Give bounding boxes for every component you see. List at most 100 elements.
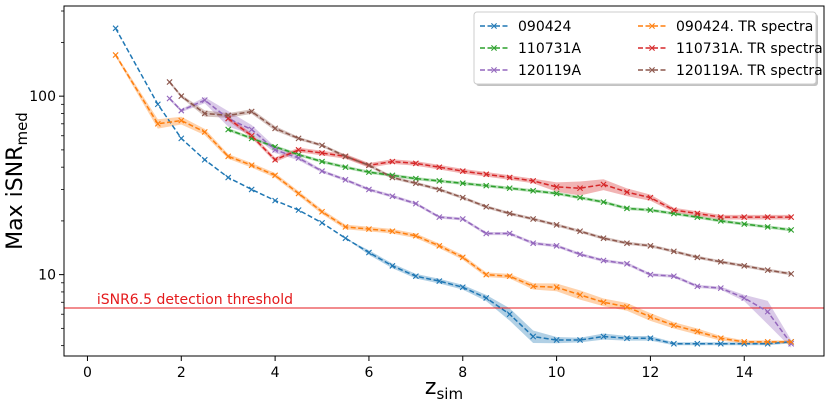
data-point	[717, 258, 724, 265]
data-point	[166, 95, 173, 102]
data-point	[553, 242, 560, 249]
legend-marker	[491, 67, 497, 73]
data-point	[248, 162, 255, 169]
data-point	[272, 146, 279, 153]
legend-marker	[649, 45, 655, 51]
data-point	[553, 337, 560, 344]
data-point	[600, 257, 607, 264]
data-point	[530, 187, 537, 194]
legend: 090424 110731A 120119A 090424. TR spectra 11…	[473, 11, 823, 86]
data-point	[178, 107, 185, 114]
data-point	[483, 294, 490, 301]
data-point	[483, 271, 490, 278]
data-point	[319, 208, 326, 215]
legend-marker	[491, 23, 497, 29]
data-point	[788, 226, 795, 233]
series-0	[112, 25, 795, 347]
legend-label: 090424	[518, 19, 572, 35]
data-point	[764, 223, 771, 230]
data-point	[166, 79, 173, 86]
data-point	[694, 210, 701, 217]
data-point	[577, 194, 584, 201]
band-2	[169, 96, 792, 348]
y-axis-title: Max iSNRmed	[3, 112, 31, 250]
data-point	[530, 177, 537, 184]
data-point	[389, 193, 396, 200]
data-point	[201, 97, 208, 104]
data-point	[295, 207, 302, 214]
data-point	[764, 338, 771, 345]
x-tick-label: 4	[271, 365, 280, 381]
data-point	[483, 182, 490, 189]
data-point	[319, 168, 326, 175]
data-point	[389, 262, 396, 269]
data-point	[717, 285, 724, 292]
data-point	[154, 101, 161, 108]
data-point	[319, 142, 326, 149]
data-point	[436, 278, 443, 285]
data-point	[342, 153, 349, 160]
legend-marker	[649, 23, 655, 29]
data-point	[225, 174, 232, 181]
data-point	[506, 210, 513, 217]
data-point	[647, 207, 654, 214]
data-point	[717, 214, 724, 221]
data-point	[342, 223, 349, 230]
data-point	[178, 135, 185, 142]
data-point	[577, 185, 584, 192]
data-point	[342, 235, 349, 242]
series-line	[168, 81, 792, 275]
data-point	[342, 164, 349, 171]
legend-entry-5: 120119A. TR spectra	[638, 63, 823, 79]
data-point	[670, 340, 677, 347]
data-point	[623, 189, 630, 196]
data-point	[694, 283, 701, 290]
data-point	[764, 267, 771, 274]
series-4	[225, 115, 795, 221]
data-point	[553, 284, 560, 291]
legend-label: 090424. TR spectra	[676, 19, 813, 35]
x-axis-title: zsim	[425, 375, 463, 403]
threshold-label: iSNR6.5 detection threshold	[97, 292, 293, 308]
data-point	[389, 228, 396, 235]
data-point	[342, 176, 349, 183]
data-point	[647, 194, 654, 201]
data-point	[272, 172, 279, 179]
data-point	[694, 340, 701, 347]
legend-marker	[491, 45, 497, 51]
data-point	[694, 328, 701, 335]
series-3	[112, 52, 795, 345]
data-point	[365, 226, 372, 233]
data-point	[530, 283, 537, 290]
x-tick-label: 6	[364, 365, 373, 381]
data-point	[272, 125, 279, 132]
data-point	[717, 335, 724, 342]
data-point	[788, 214, 795, 221]
data-point	[506, 230, 513, 237]
threshold: iSNR6.5 detection threshold	[64, 292, 824, 309]
data-point	[577, 291, 584, 298]
data-point	[670, 273, 677, 280]
data-point	[553, 221, 560, 228]
data-point	[112, 25, 119, 32]
data-point	[389, 174, 396, 181]
data-point	[577, 251, 584, 258]
data-point	[459, 216, 466, 222]
data-point	[623, 303, 630, 310]
data-point	[436, 164, 443, 171]
data-point	[201, 128, 208, 135]
legend-box	[473, 11, 817, 85]
series-5	[166, 79, 795, 277]
data-point	[553, 190, 560, 197]
data-point	[483, 230, 490, 237]
data-point	[647, 335, 654, 342]
data-point	[248, 126, 255, 133]
data-point	[506, 311, 513, 318]
y-tick-label: 100	[29, 89, 56, 105]
data-point	[506, 174, 513, 181]
x-tick-label: 10	[548, 365, 566, 381]
data-point	[600, 181, 607, 188]
data-point	[365, 162, 372, 169]
data-point	[365, 249, 372, 256]
data-point	[670, 207, 677, 214]
